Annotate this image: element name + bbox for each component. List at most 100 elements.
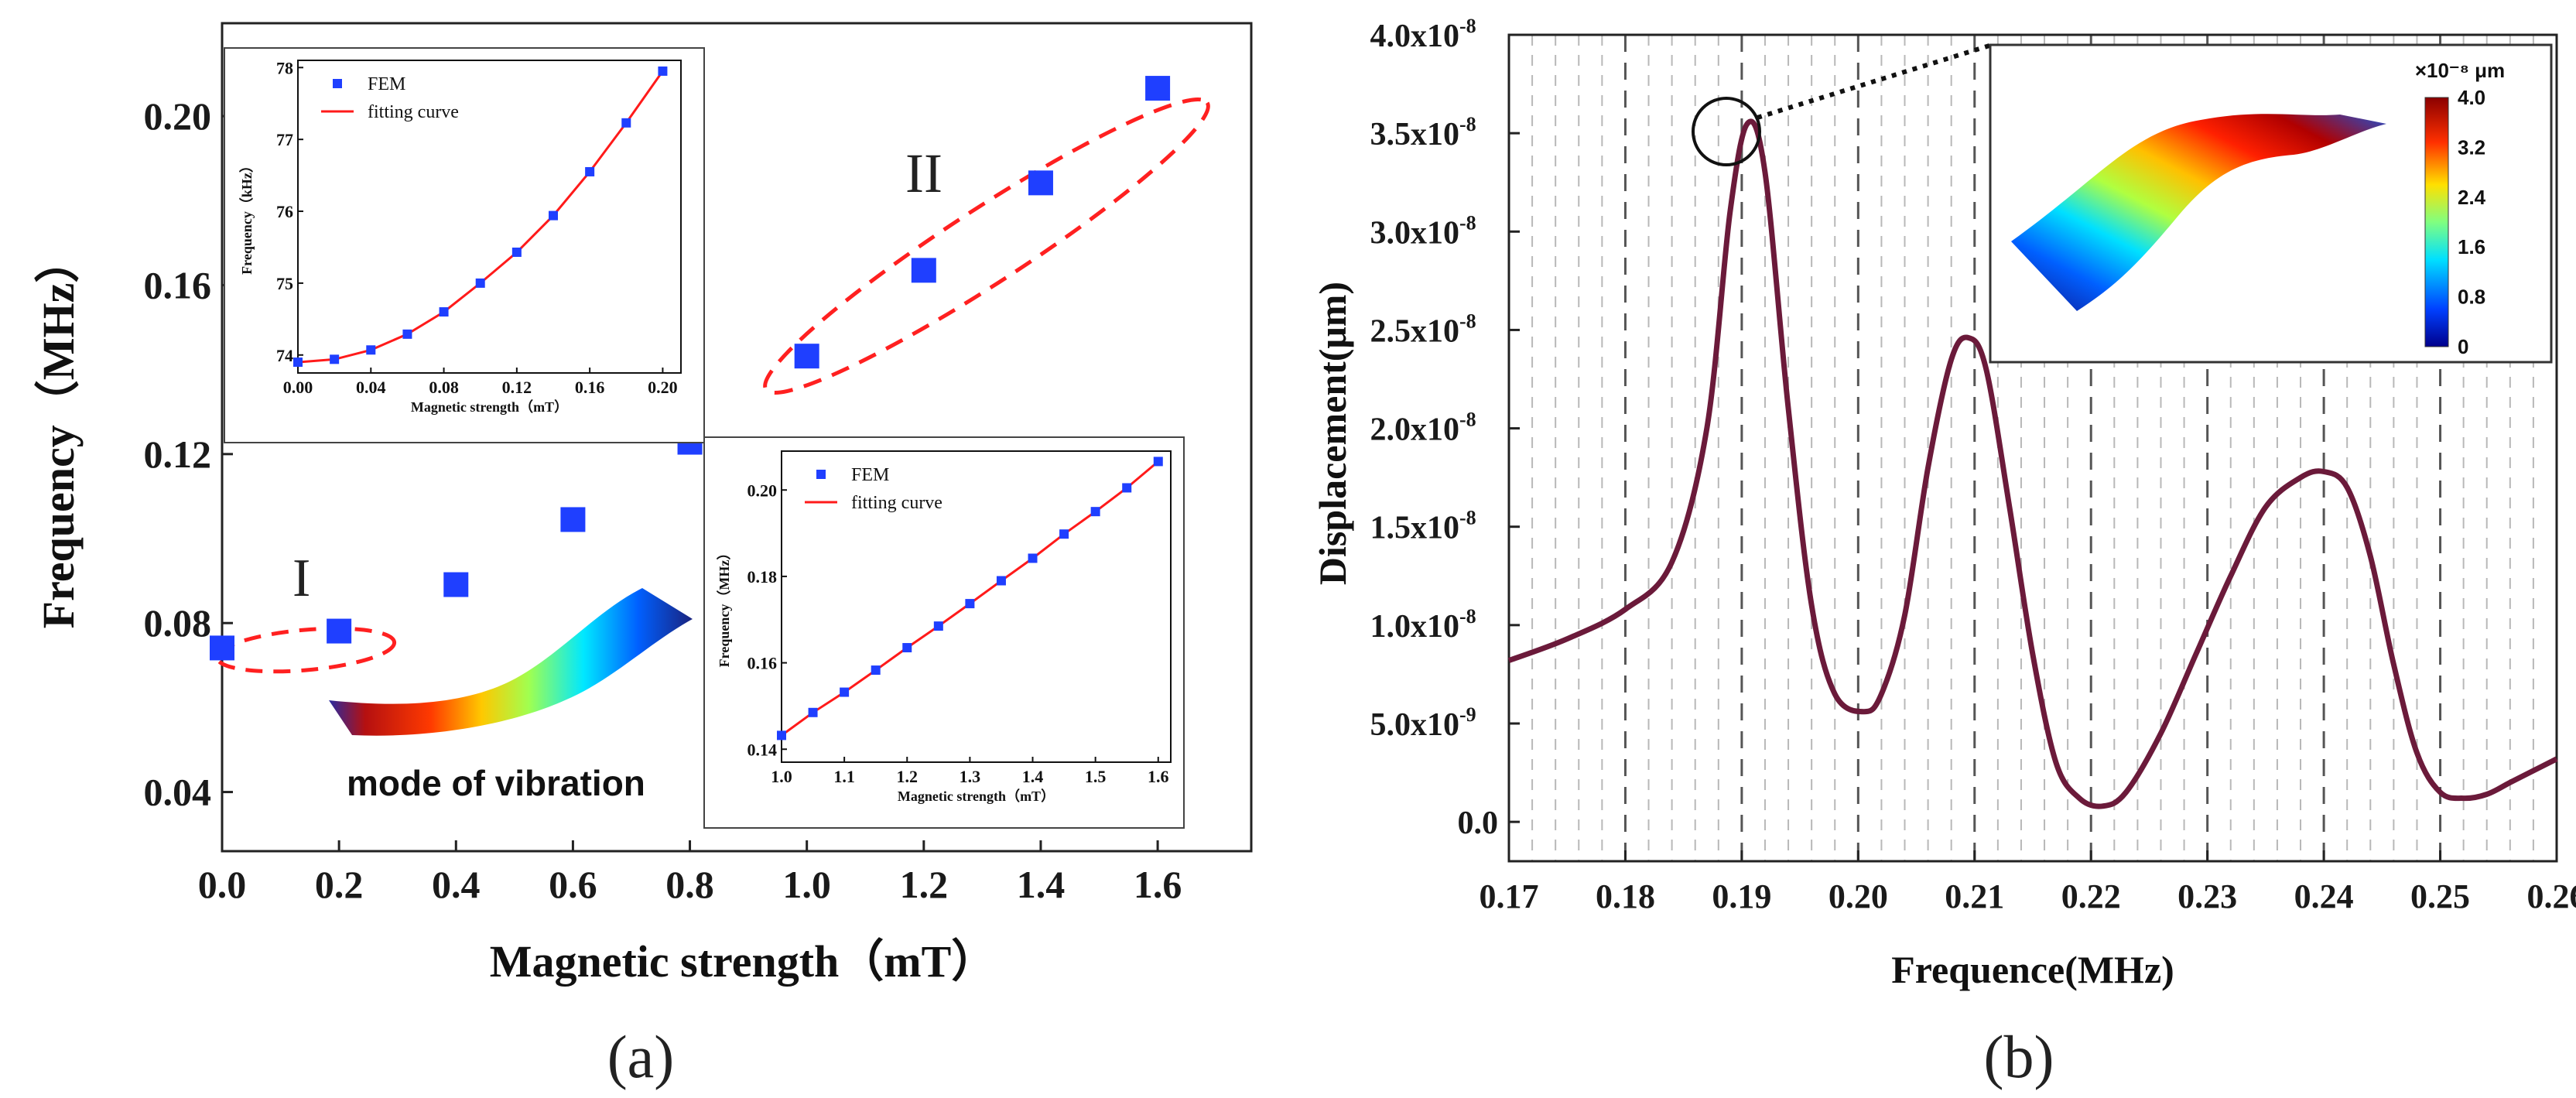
- inset-y-axis-label: Frequency（MHz）: [717, 546, 732, 668]
- y-tick-exponent: -8: [1459, 15, 1476, 37]
- plot-frame-b: [1507, 33, 2558, 863]
- y-tick-label: 0.20: [144, 94, 212, 138]
- x-tick-label: 1.6: [1134, 863, 1182, 906]
- x-axis-label: Magnetic strength（mT）: [490, 936, 997, 987]
- inset-x-tick-label: 0.00: [283, 378, 313, 397]
- y-tick-label-b: 3.0x10: [1370, 215, 1460, 251]
- x-tick-label: 0.2: [315, 863, 364, 906]
- colorbar-tick-label: 2.4: [2458, 186, 2486, 209]
- y-axis-label-b: Displacement(μm): [1311, 282, 1354, 585]
- x-tick-label: 1.2: [900, 863, 949, 906]
- inset-data-point: [777, 730, 786, 741]
- data-point: [210, 635, 234, 661]
- displacement-curve: [1507, 118, 2558, 809]
- y-tick-exponent: -8: [1459, 409, 1476, 431]
- x-tick-label-b: 0.22: [2061, 877, 2121, 915]
- panel-b-chart: 0.17 0.18 0.19 0.20 0.21 0.22 0.23 0.24 0.25 0.26…: [1311, 15, 2576, 1090]
- y-tick-label-b: 5.0x10: [1370, 707, 1460, 743]
- y-tick-label-b: 1.5x10: [1370, 511, 1460, 546]
- x-tick-label-b: 0.19: [1712, 877, 1771, 915]
- inset-data-point: [996, 576, 1006, 586]
- y-tick-exponent: -8: [1459, 310, 1476, 332]
- inset-data-point: [1153, 457, 1163, 467]
- x-tick-label-b: 0.23: [2177, 877, 2237, 915]
- region-II-label: II: [905, 142, 942, 204]
- inset-x-tick-label: 0.16: [575, 378, 605, 397]
- data-point: [911, 258, 936, 283]
- inset-data-point: [402, 329, 412, 339]
- x-tick-label-b: 0.25: [2410, 877, 2470, 915]
- inset-x-tick-label: 0.04: [356, 378, 386, 397]
- y-tick-exponent: -8: [1459, 605, 1476, 628]
- peak-highlight-circle: [1692, 97, 1761, 166]
- inset-y-tick-label: 0.20: [747, 481, 778, 500]
- inset-data-point: [658, 66, 668, 76]
- inset-data-point: [366, 345, 376, 355]
- inset-data-point: [840, 687, 850, 697]
- y-tick-label-b: 4.0x10: [1370, 19, 1460, 54]
- inset-data-point: [871, 665, 881, 676]
- inset-low-frame: [224, 47, 705, 443]
- inset-data-point: [1090, 507, 1100, 517]
- y-tick-label-b: 2.5x10: [1370, 313, 1460, 349]
- inset-data-point: [808, 707, 818, 717]
- colorbar-tick-label: 3.2: [2458, 135, 2485, 159]
- x-tick-label: 0.6: [549, 863, 597, 906]
- inset-data-point: [1059, 529, 1069, 539]
- data-point: [327, 618, 352, 644]
- colorbar-tick-label: 1.6: [2458, 235, 2485, 258]
- inset-beam-shape: [2011, 114, 2386, 311]
- y-tick-label-b: 2.0x10: [1370, 412, 1460, 448]
- inset-plot-frame: [781, 450, 1172, 763]
- x-tick-label: 1.4: [1017, 863, 1066, 906]
- plot-frame: [221, 22, 1253, 853]
- x-tick-label: 0.4: [432, 863, 481, 906]
- legend-label-fem: FEM: [368, 74, 405, 94]
- y-tick-exponent: -9: [1459, 703, 1476, 726]
- inset-data-point: [1028, 553, 1038, 563]
- x-tick-label-b: 0.20: [1829, 877, 1888, 915]
- inset-high-chart: 1.0 1.1 1.2 1.3 1.4 1.5 1.6 0.14 0.16 0.18 0.20 Mag…: [717, 450, 1172, 804]
- inset-data-point: [549, 210, 558, 221]
- x-tick-label-b: 0.18: [1596, 877, 1655, 915]
- legend-label-fem: FEM: [851, 465, 889, 485]
- peak-callout-line: [1757, 43, 1993, 120]
- legend-marker-fem: [816, 470, 826, 479]
- inset-x-axis-label: Magnetic strength（mT）: [898, 788, 1055, 804]
- y-tick-label-b: 1.0x10: [1370, 609, 1460, 645]
- inset-x-tick-label: 1.1: [833, 767, 855, 786]
- colorbar-tick-labels: 4.0 3.2 2.4 1.6 0.8 0: [2458, 86, 2486, 358]
- inset-y-tick-label: 74: [276, 346, 293, 365]
- inset-y-tick-label: 76: [276, 202, 293, 221]
- inset-x-tick-label: 1.2: [897, 767, 919, 786]
- inset-data-point: [330, 354, 340, 364]
- inset-x-tick-label: 0.12: [502, 378, 532, 397]
- panel-a-caption: (a): [607, 1023, 675, 1090]
- panel-a-chart: 0.0 0.2 0.4 0.6 0.8 1.0 1.2 1.4 1.60.040.080.120…: [33, 22, 1253, 1090]
- y-tick-exponent: -8: [1459, 113, 1476, 135]
- inset-data-point: [293, 357, 303, 368]
- tick-labels-b: 0.17 0.18 0.19 0.20 0.21 0.22 0.23 0.24 0.25 0.26…: [1370, 15, 2576, 915]
- data-point: [443, 572, 469, 597]
- inset-plot-frame: [297, 60, 682, 374]
- x-tick-label-b: 0.21: [1945, 877, 2004, 915]
- inset-y-axis-label: Frequency（kHz）: [239, 159, 255, 275]
- x-tick-label: 1.0: [782, 863, 831, 906]
- inset-data-point: [439, 307, 449, 317]
- inset-x-tick-label: 1.5: [1085, 767, 1107, 786]
- inset-x-tick-label: 1.4: [1022, 767, 1044, 786]
- vibration-mode-shape: [329, 588, 693, 736]
- x-tick-label: 0.8: [665, 863, 714, 906]
- inset-data-point: [933, 621, 943, 631]
- colorbar-tick-label: 4.0: [2458, 86, 2485, 109]
- data-point: [1028, 170, 1053, 196]
- legend-label-fit: fitting curve: [851, 493, 942, 513]
- inset-low-chart: 0.00 0.04 0.08 0.12 0.16 0.20 74 75 76 77 78 Magnet…: [239, 58, 682, 415]
- legend-label-fit: fitting curve: [368, 102, 459, 122]
- colorbar: [2424, 97, 2449, 347]
- inset-data-point: [511, 247, 522, 257]
- inset-data-point: [475, 278, 485, 288]
- inset-y-tick-label: 78: [276, 58, 293, 77]
- data-point: [794, 344, 819, 369]
- colorbar-unit: ×10⁻⁸ μm: [2415, 59, 2505, 82]
